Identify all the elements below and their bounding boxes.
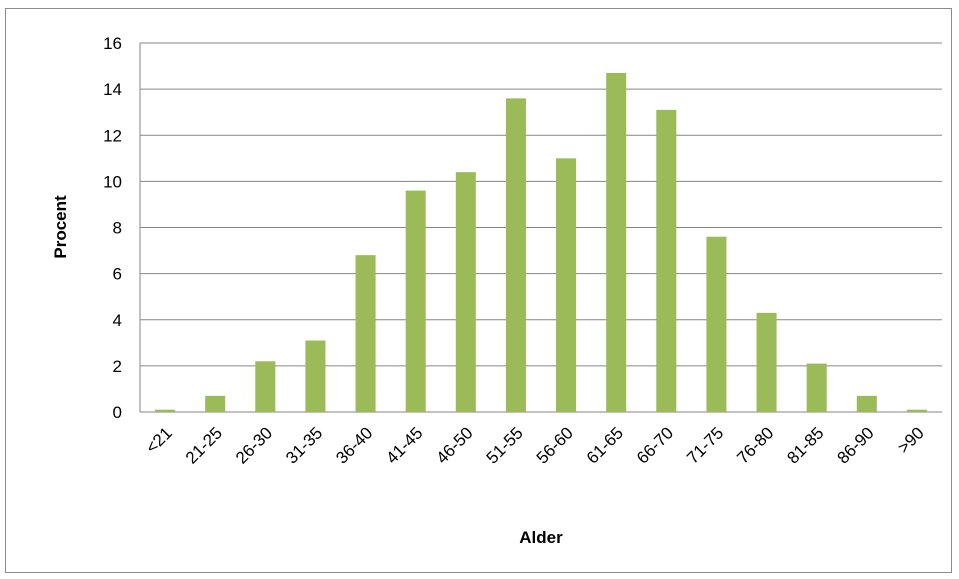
bar-21-25 [205, 395, 226, 412]
bar-41-45 [405, 190, 426, 412]
x-tick-label: 36-40 [332, 423, 376, 467]
y-tick-label: 16 [103, 34, 122, 53]
bar-36-40 [355, 255, 376, 412]
x-tick-label: 81-85 [783, 423, 827, 467]
x-tick-label: >90 [894, 423, 928, 457]
x-tick-label: 51-55 [483, 423, 527, 467]
x-tick-labels: <21 21-25 26-30 31-35 36-40 41-45 46-50 51-55 56… [142, 423, 928, 467]
x-tick-label: 31-35 [282, 423, 326, 467]
bar-71-75 [706, 236, 727, 412]
x-tick-label: 66-70 [633, 423, 677, 467]
x-tick-label: 56-60 [533, 423, 577, 467]
x-tick-label: <21 [142, 423, 176, 457]
bar-26-30 [255, 361, 276, 412]
x-tick-label: 26-30 [232, 423, 276, 467]
bar-76-80 [756, 312, 777, 412]
x-tick-label: 41-45 [382, 423, 426, 467]
bar-56-60 [556, 158, 577, 412]
gridlines [139, 42, 942, 413]
x-tick-label: 61-65 [583, 423, 627, 467]
x-tick-label: 46-50 [432, 423, 476, 467]
bar-<21 [155, 409, 176, 412]
bar-86-90 [856, 395, 877, 412]
bar-51-55 [505, 98, 526, 412]
y-tick-label: 12 [103, 126, 122, 145]
bar-31-35 [305, 340, 326, 412]
chart-frame [5, 8, 952, 573]
bars [155, 72, 927, 412]
bar-81-85 [806, 363, 827, 412]
y-tick-label: 14 [103, 80, 122, 99]
x-tick-label: 76-80 [733, 423, 777, 467]
bar-46-50 [455, 172, 476, 412]
y-tick-label: 2 [113, 357, 122, 376]
y-tick-label: 0 [113, 403, 122, 422]
bar->90 [906, 409, 927, 412]
y-tick-label: 6 [113, 265, 122, 284]
y-tick-label: 4 [113, 311, 122, 330]
y-axis-title: Procent [51, 195, 70, 259]
x-axis-title: Alder [519, 528, 563, 547]
x-tick-label: 71-75 [683, 423, 727, 467]
x-tick-label: 86-90 [833, 423, 877, 467]
bar-66-70 [656, 109, 677, 412]
bar-61-65 [606, 72, 627, 412]
x-tick-label: 21-25 [182, 423, 226, 467]
y-tick-label: 10 [103, 172, 122, 191]
y-tick-labels: 0 2 4 6 8 10 12 14 16 [103, 34, 122, 422]
y-tick-label: 8 [113, 219, 122, 238]
